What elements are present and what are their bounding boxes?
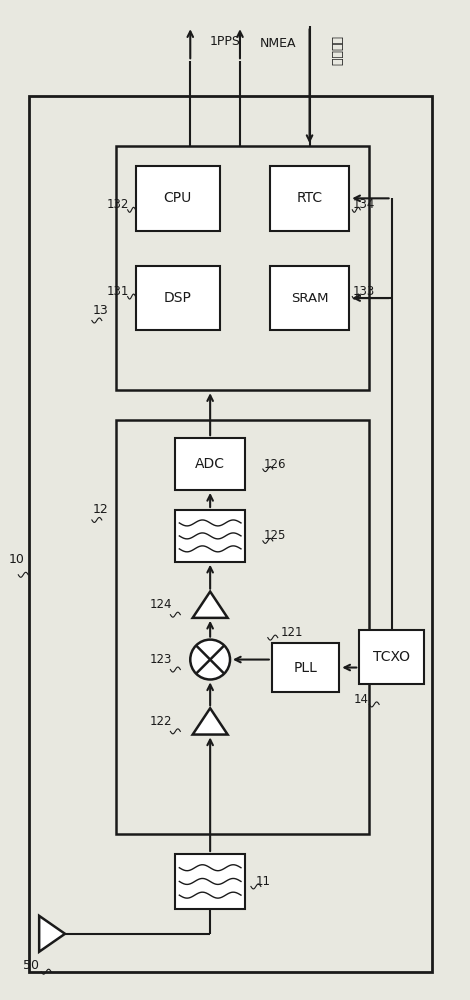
Bar <box>270 166 349 231</box>
Bar <box>175 854 245 909</box>
Bar <box>175 438 245 490</box>
Bar <box>116 146 369 390</box>
Bar <box>175 510 245 562</box>
Text: 14: 14 <box>354 693 369 706</box>
Text: 132: 132 <box>107 198 129 211</box>
Bar <box>272 643 339 692</box>
Bar <box>116 420 369 834</box>
Bar <box>135 166 220 231</box>
Text: 133: 133 <box>353 285 376 298</box>
Text: 134: 134 <box>353 198 376 211</box>
Text: TCXO: TCXO <box>373 650 410 664</box>
Circle shape <box>190 640 230 680</box>
Text: 12: 12 <box>93 503 109 516</box>
Polygon shape <box>193 592 227 618</box>
Text: 121: 121 <box>281 626 303 639</box>
Text: 10: 10 <box>8 553 24 566</box>
Text: 11: 11 <box>255 875 270 888</box>
Text: 126: 126 <box>264 458 286 471</box>
Text: 125: 125 <box>264 529 286 542</box>
Text: 124: 124 <box>149 598 172 611</box>
Text: 控制命令: 控制命令 <box>329 36 343 66</box>
Text: 123: 123 <box>149 653 172 666</box>
Text: 50: 50 <box>23 959 39 972</box>
Polygon shape <box>193 708 227 735</box>
Bar <box>270 266 349 330</box>
Text: 131: 131 <box>107 285 129 298</box>
Text: NMEA: NMEA <box>260 37 297 50</box>
Polygon shape <box>39 916 65 952</box>
Bar <box>135 266 220 330</box>
Text: ADC: ADC <box>195 457 225 471</box>
Bar <box>29 96 432 972</box>
Text: DSP: DSP <box>164 291 192 305</box>
Text: RTC: RTC <box>297 191 322 205</box>
Text: SRAM: SRAM <box>291 292 329 305</box>
Text: 13: 13 <box>93 304 109 317</box>
Text: 1PPS: 1PPS <box>210 35 241 48</box>
Text: 122: 122 <box>149 715 172 728</box>
Text: CPU: CPU <box>164 191 192 205</box>
Text: PLL: PLL <box>294 661 318 675</box>
Bar <box>359 630 424 684</box>
